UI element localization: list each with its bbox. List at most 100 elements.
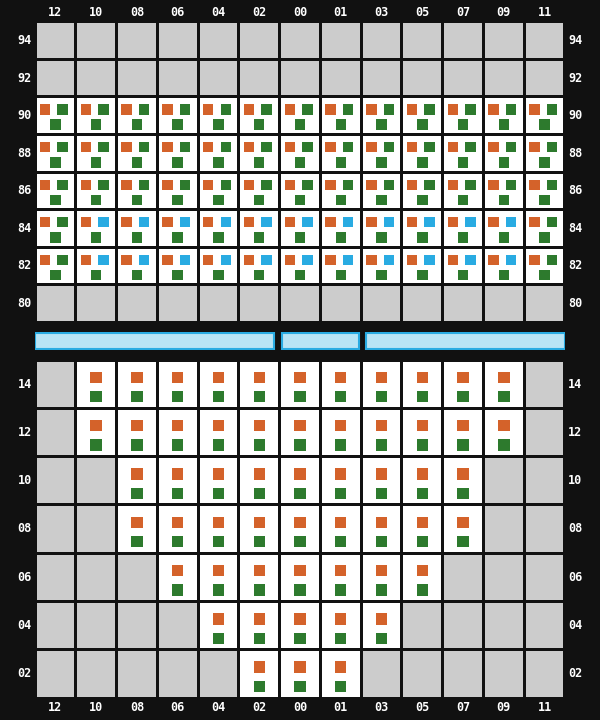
Bar [131,391,143,402]
Bar [294,536,306,547]
Bar [417,232,428,243]
Bar [322,248,359,283]
Bar [294,584,306,595]
Bar [335,157,346,168]
Bar [448,179,458,190]
Bar [180,254,190,265]
Bar [465,142,476,153]
Bar [162,142,173,153]
Bar [322,410,359,455]
Bar [485,61,523,96]
Bar [241,61,278,96]
Bar [417,157,428,168]
Bar [335,420,346,431]
Bar [376,536,387,547]
Bar [50,232,61,243]
Text: 14: 14 [18,378,32,391]
Bar [77,603,115,648]
Bar [529,217,539,228]
Bar [294,632,306,644]
Bar [172,420,184,431]
Bar [118,506,156,552]
Bar [335,232,346,243]
Bar [465,104,476,115]
Bar [416,420,428,431]
Bar [403,651,441,696]
Bar [200,99,238,133]
Bar [403,506,441,552]
Bar [131,536,143,547]
Bar [241,458,278,503]
Bar [159,506,197,552]
Bar [91,232,101,243]
Bar [335,662,346,673]
Bar [281,286,319,320]
Bar [295,194,305,205]
Bar [335,468,346,480]
Bar [302,142,313,153]
Bar [403,286,441,320]
Text: 94: 94 [18,35,32,48]
Text: 94: 94 [568,35,582,48]
Bar [322,651,359,696]
Bar [444,458,482,503]
Bar [37,174,74,208]
Bar [458,157,469,168]
Bar [376,632,387,644]
Bar [526,458,563,503]
Bar [526,248,563,283]
Bar [362,410,400,455]
Bar [80,217,91,228]
Text: 88: 88 [18,147,32,160]
Bar [241,174,278,208]
Bar [58,179,68,190]
Bar [77,61,115,96]
Bar [139,104,149,115]
Bar [294,681,306,692]
Bar [325,179,336,190]
Bar [366,254,377,265]
Bar [488,179,499,190]
Bar [322,603,359,648]
Bar [37,554,74,600]
Bar [37,211,74,246]
Bar [159,554,197,600]
Bar [294,439,306,451]
Text: 00: 00 [293,701,307,714]
Bar [241,248,278,283]
Bar [77,361,115,407]
Bar [91,439,102,451]
Bar [213,391,224,402]
Bar [254,120,265,130]
Bar [362,211,400,246]
Bar [335,632,346,644]
Bar [539,232,550,243]
Bar [526,410,563,455]
Bar [416,584,428,595]
Bar [261,179,272,190]
Bar [58,142,68,153]
Bar [213,194,224,205]
Bar [444,61,482,96]
Bar [499,157,509,168]
Bar [499,194,509,205]
Bar [458,194,469,205]
Text: 86: 86 [568,184,582,197]
Bar [506,217,517,228]
Bar [77,506,115,552]
Bar [302,104,313,115]
Bar [485,554,523,600]
Bar [322,136,359,171]
Bar [499,232,509,243]
Bar [261,217,272,228]
Bar [485,286,523,320]
Bar [403,99,441,133]
Bar [362,61,400,96]
Bar [200,603,238,648]
Bar [172,269,183,280]
Bar [295,120,305,130]
Bar [448,104,458,115]
Bar [424,217,435,228]
Bar [416,565,428,576]
Bar [200,506,238,552]
